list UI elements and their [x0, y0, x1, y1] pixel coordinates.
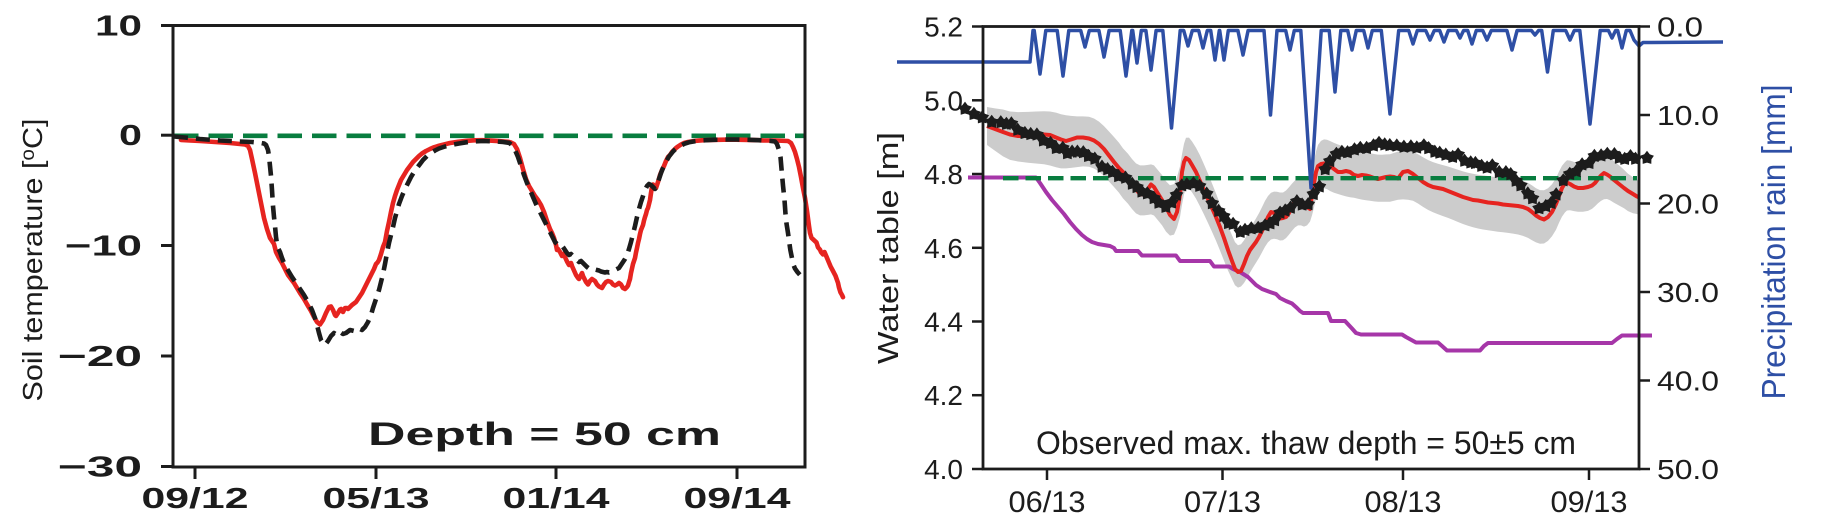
svg-text:06/13: 06/13 — [1009, 486, 1086, 519]
svg-text:4.4: 4.4 — [924, 307, 963, 338]
svg-text:4.6: 4.6 — [924, 233, 963, 264]
svg-text:−30: −30 — [58, 452, 142, 484]
svg-text:09/14: 09/14 — [684, 483, 791, 515]
svg-text:08/13: 08/13 — [1365, 486, 1442, 519]
svg-text:Precipitation rain [mm]: Precipitation rain [mm] — [1755, 85, 1792, 400]
svg-text:−10: −10 — [65, 231, 142, 263]
svg-text:−20: −20 — [58, 341, 142, 373]
svg-text:Soil temperature [oC]: Soil temperature [oC] — [17, 118, 48, 401]
svg-text:0.0: 0.0 — [1657, 12, 1703, 43]
svg-text:5.2: 5.2 — [924, 12, 963, 43]
svg-text:4.8: 4.8 — [924, 159, 963, 190]
svg-text:Depth = 50 cm: Depth = 50 cm — [368, 416, 721, 452]
svg-text:09/13: 09/13 — [1551, 486, 1628, 519]
svg-text:20.0: 20.0 — [1657, 189, 1719, 220]
svg-text:0: 0 — [119, 120, 142, 152]
svg-text:07/13: 07/13 — [1184, 486, 1261, 519]
svg-text:09/12: 09/12 — [142, 483, 249, 515]
svg-text:30.0: 30.0 — [1657, 277, 1719, 308]
svg-text:05/13: 05/13 — [323, 483, 430, 515]
svg-text:40.0: 40.0 — [1657, 366, 1719, 397]
svg-text:10.0: 10.0 — [1657, 100, 1719, 131]
svg-text:4.2: 4.2 — [924, 380, 963, 411]
svg-text:01/14: 01/14 — [503, 483, 610, 515]
svg-text:10: 10 — [95, 11, 142, 43]
svg-text:4.0: 4.0 — [924, 454, 963, 485]
svg-text:5.0: 5.0 — [924, 85, 963, 116]
svg-text:50.0: 50.0 — [1657, 454, 1719, 485]
svg-text:Observed max. thaw depth = 50±: Observed max. thaw depth = 50±5 cm — [1036, 425, 1576, 461]
svg-text:Water table [m]: Water table [m] — [873, 132, 905, 364]
